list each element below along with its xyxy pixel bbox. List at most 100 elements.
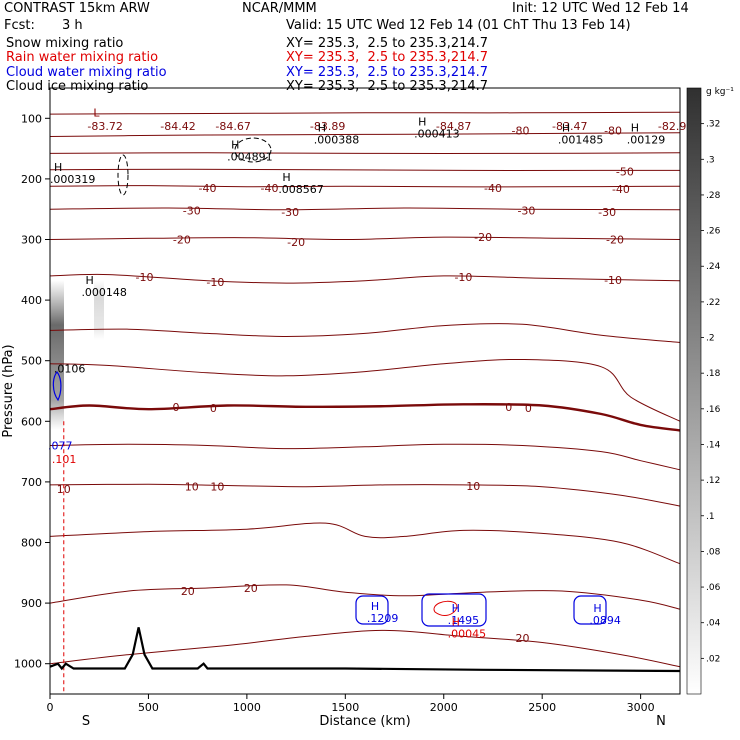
temperature-contour — [49, 273, 681, 284]
temperature-contour — [49, 358, 681, 422]
contour-label: 20 — [516, 632, 530, 645]
mixing-ratio-features — [52, 137, 607, 694]
contour-label: 0 — [525, 402, 532, 415]
extremum-value: .001485 — [558, 133, 604, 146]
contour-label: 0 — [173, 401, 180, 414]
temperature-contour — [49, 584, 681, 610]
y-tick-label: 100 — [21, 112, 42, 125]
field-name-cloud-water: Cloud water mixing ratio — [6, 65, 167, 80]
y-tick-label: 400 — [21, 294, 42, 307]
temperature-contour — [49, 629, 681, 668]
colorbar-tick-label: .06 — [706, 583, 721, 593]
contour-label: -10 — [136, 271, 154, 284]
colorbar — [686, 87, 702, 695]
x-end-label-left: S — [82, 714, 90, 729]
contour-label: -83.47 — [552, 120, 587, 133]
colorbar-tick-label: .2 — [706, 334, 715, 344]
terrain-line — [49, 627, 681, 673]
x-tick-label: 1000 — [233, 701, 261, 714]
extremum-value: .077 — [48, 439, 73, 452]
extremum-marker: H — [631, 121, 639, 134]
contour-label: -10 — [454, 271, 472, 284]
colorbar-tick-label: .22 — [706, 298, 720, 308]
title-center: NCAR/MMM — [242, 1, 317, 16]
contour-label: -80 — [604, 124, 622, 137]
extremum-marker: H — [562, 121, 570, 134]
contour-label: -80 — [512, 124, 530, 137]
temperature-contour — [49, 168, 680, 171]
extremum-marker: H — [452, 615, 460, 628]
cloud-water-contour — [421, 593, 487, 627]
extremum-marker: H — [318, 121, 326, 134]
y-tick-label: 300 — [21, 234, 42, 247]
colorbar-unit: g kg⁻¹ — [706, 87, 734, 97]
extremum-value: .0894 — [589, 614, 621, 627]
temperature-contour — [49, 132, 681, 137]
contour-labels: -83.72 -84.42 -84.67 -83.89 -84.87 -80 -83.47 -… — [57, 120, 687, 645]
y-axis-label: Pressure (hPa) — [1, 344, 16, 437]
extremum-value: .00129 — [627, 133, 666, 146]
axes: 0 500 1000 1500 2000 2500 30001002003004005006… — [14, 112, 655, 714]
y-tick-label: 1000 — [14, 658, 42, 671]
extremum-marker: H — [593, 602, 601, 615]
colorbar-tick-label: .12 — [706, 476, 720, 486]
forecast-label: Fcst: — [4, 18, 35, 33]
y-tick-label: 500 — [21, 355, 42, 368]
x-tick-label: 500 — [138, 701, 159, 714]
extremum-marker: H — [418, 115, 426, 128]
title-left: CONTRAST 15km ARW — [4, 1, 150, 16]
colorbar-tick-label: .24 — [706, 262, 721, 272]
extremum-value: .000388 — [314, 133, 360, 146]
extremum-marker: H — [54, 161, 62, 174]
field-name-cloud-ice: Cloud ice mixing ratio — [6, 79, 149, 94]
contour-label: -40 — [484, 182, 502, 195]
extremum-value: .004891 — [227, 150, 273, 163]
temperature-contour — [49, 323, 681, 343]
contour-label: 0 — [505, 401, 512, 414]
field-xy-cloud-water: XY= 235.3, 2.5 to 235.3,214.7 — [286, 65, 489, 80]
extremum-value: .000148 — [81, 286, 127, 299]
colorbar-tick-label: .16 — [706, 405, 721, 415]
contour-label: -82.9 — [658, 120, 686, 133]
cloud-water-contour — [52, 371, 62, 402]
colorbar-tick-label: .32 — [706, 120, 720, 130]
temperature-contour — [49, 443, 681, 471]
temperature-contour — [49, 483, 681, 507]
extremum-value: .1209 — [367, 612, 399, 625]
extremum-value: .000413 — [414, 127, 460, 140]
x-tick-label: 2000 — [430, 701, 458, 714]
x-end-label-right: N — [656, 714, 666, 729]
valid-time: Valid: 15 UTC Wed 12 Feb 14 (01 ChT Thu … — [286, 18, 631, 33]
contour-label: -40 — [612, 183, 630, 196]
contour-label: 20 — [181, 585, 195, 598]
temperature-contour — [49, 522, 681, 565]
contour-label: -20 — [474, 231, 492, 244]
contour-label: -40 — [199, 182, 217, 195]
contour-label: -10 — [206, 276, 224, 289]
colorbar-tick-label: .3 — [706, 155, 715, 165]
y-tick-label: 200 — [21, 173, 42, 186]
rain-water-contour — [433, 600, 458, 617]
x-axis-label: Distance (km) — [319, 714, 410, 729]
temperature-contour — [49, 236, 681, 241]
contour-label: -83.72 — [87, 120, 122, 133]
terrain-line — [49, 627, 681, 673]
temperature-contour — [49, 207, 681, 211]
contour-label: -30 — [598, 206, 616, 219]
extremum-value: .1495 — [448, 614, 480, 627]
extremum-value: .0106 — [54, 363, 86, 376]
contour-label: -83.89 — [310, 120, 345, 133]
cloud-ice-contour — [117, 154, 129, 196]
colorbar-tick-label: .28 — [706, 191, 721, 201]
contour-label: 0 — [210, 402, 217, 415]
contour-label: 10 — [57, 483, 71, 496]
temperature-contours — [49, 111, 681, 668]
contour-label: -10 — [604, 274, 622, 287]
contour-label: -20 — [173, 234, 191, 247]
y-tick-label: 600 — [21, 415, 42, 428]
colorbar-tick-label: .1 — [706, 512, 715, 522]
contour-label: -84.42 — [160, 120, 195, 133]
extremum-value: .00045 — [448, 627, 487, 640]
colorbar-tick-label: .18 — [706, 369, 721, 379]
contour-label: -30 — [517, 204, 535, 217]
